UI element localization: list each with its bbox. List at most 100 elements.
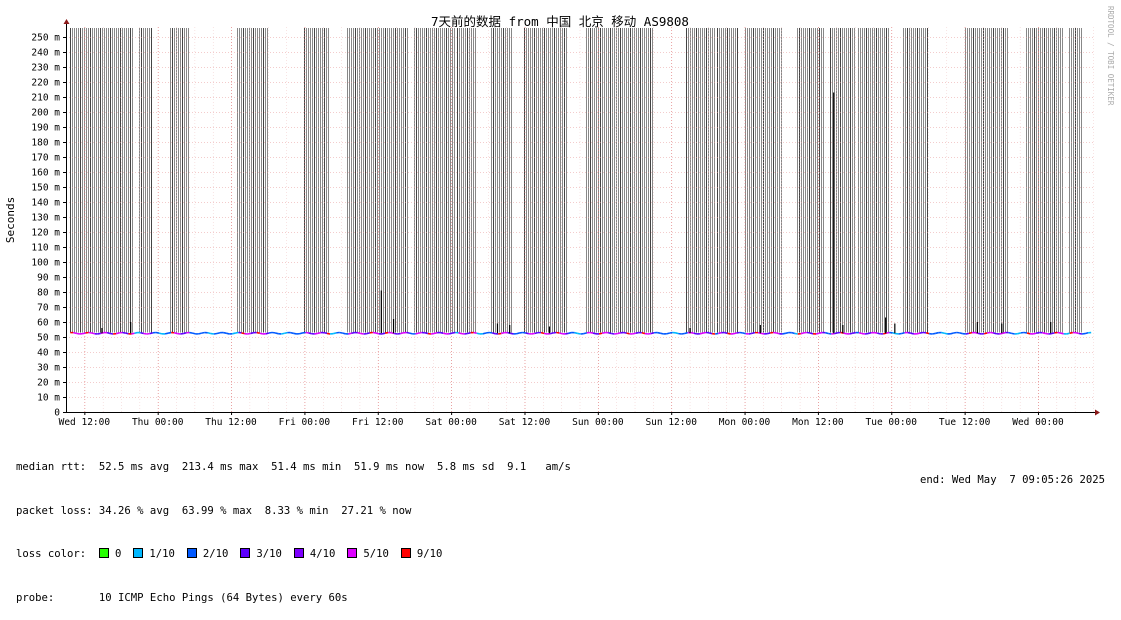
median-segment (517, 333, 520, 334)
smokeping-chart: 7天前的数据 from 中国 北京 移动 AS9808 Seconds RRDT… (0, 0, 1121, 430)
loss-region (587, 28, 653, 333)
median-segment (1076, 333, 1079, 334)
median-segment (76, 333, 79, 334)
median-segment (1058, 333, 1061, 334)
median-segment (761, 333, 764, 334)
median-segment (1036, 333, 1039, 334)
y-axis-ticks: 010 m20 m30 m40 m50 m60 m70 m80 m90 m100… (31, 33, 66, 419)
loss-region (140, 28, 152, 333)
median-segment (669, 333, 672, 334)
median-segment (575, 333, 578, 334)
loss-region (525, 28, 567, 333)
median-segment (828, 333, 831, 334)
median-segment (266, 333, 269, 334)
median-segment (474, 333, 477, 334)
loss-region (415, 28, 455, 333)
median-segment (293, 333, 296, 334)
median-segment (98, 333, 101, 334)
x-tick-label: Sat 12:00 (499, 417, 551, 428)
median-segment (1033, 333, 1036, 334)
median-segment (944, 333, 947, 334)
median-segment (541, 333, 544, 334)
median-segment (853, 333, 856, 334)
rtt-series (70, 93, 1091, 335)
x-tick-label: Thu 00:00 (132, 417, 184, 428)
median-segment (465, 333, 468, 334)
median-segment (260, 333, 263, 334)
median-segment (498, 333, 501, 334)
y-tick-label: 30 m (37, 363, 60, 374)
median-segment (782, 333, 785, 334)
median-segment (382, 333, 385, 334)
loss-region (904, 28, 928, 333)
median-segment (544, 333, 547, 334)
y-tick-label: 160 m (31, 168, 60, 179)
x-tick-label: Sat 00:00 (425, 417, 477, 428)
y-tick-label: 100 m (31, 258, 60, 269)
median-segment (709, 333, 712, 334)
legend-item: 3/10 (240, 548, 282, 560)
legend-swatch (401, 548, 411, 558)
median-segment (657, 333, 660, 334)
median-segment (226, 333, 229, 334)
x-tick-label: Mon 12:00 (792, 417, 844, 428)
median-segment (193, 333, 196, 334)
median-segment (727, 333, 730, 334)
median-segment (468, 333, 471, 334)
legend-item: 9/10 (401, 548, 443, 560)
median-segment (107, 333, 110, 334)
legend-label: 4/10 (310, 548, 336, 560)
median-segment (452, 333, 455, 334)
legend-label: 3/10 (256, 548, 282, 560)
median-segment (743, 333, 746, 334)
median-segment (144, 333, 147, 334)
x-tick-label: Tue 00:00 (866, 417, 918, 428)
median-rtt-line: median rtt: 52.5 ms avg 213.4 ms max 51.… (16, 460, 571, 475)
median-segment (83, 333, 86, 334)
median-segment (410, 333, 413, 334)
median-segment (458, 333, 461, 334)
median-segment (850, 333, 853, 334)
legend-item: 5/10 (347, 548, 389, 560)
median-segment (801, 333, 804, 334)
median-segment (941, 333, 944, 334)
packet-loss-line: packet loss: 34.26 % avg 63.99 % max 8.3… (16, 504, 571, 519)
median-segment (406, 333, 409, 334)
y-tick-label: 140 m (31, 198, 60, 209)
loss-color-label: loss color: (16, 548, 86, 560)
median-segment (1003, 333, 1006, 334)
median-segment (309, 333, 312, 334)
median-segment (776, 333, 779, 334)
y-tick-label: 190 m (31, 123, 60, 134)
legend-item: 4/10 (294, 548, 336, 560)
loss-region (966, 28, 1008, 333)
median-segment (666, 333, 669, 334)
median-segment (718, 333, 721, 334)
median-segment (935, 333, 938, 334)
median-segment (749, 333, 752, 334)
median-segment (385, 333, 388, 334)
median-segment (290, 333, 293, 334)
grid (66, 27, 1094, 412)
median-segment (419, 333, 422, 334)
median-segment (189, 333, 192, 334)
median-segment (235, 333, 238, 334)
median-segment (223, 333, 226, 334)
median-segment (734, 333, 737, 334)
median-segment (969, 333, 972, 334)
median-segment (819, 333, 822, 334)
median-segment (1045, 333, 1048, 334)
median-segment (367, 333, 370, 334)
median-segment (911, 333, 914, 334)
median-segment (348, 333, 351, 334)
legend-item: 1/10 (133, 548, 175, 560)
legend-item: 2/10 (187, 548, 229, 560)
legend-swatch (294, 548, 304, 558)
median-segment (202, 333, 205, 334)
median-segment (477, 333, 480, 334)
median-segment (443, 333, 446, 334)
y-tick-label: 50 m (37, 333, 60, 344)
median-segment (251, 333, 254, 334)
median-segment (532, 333, 535, 334)
median-segment (449, 333, 452, 334)
